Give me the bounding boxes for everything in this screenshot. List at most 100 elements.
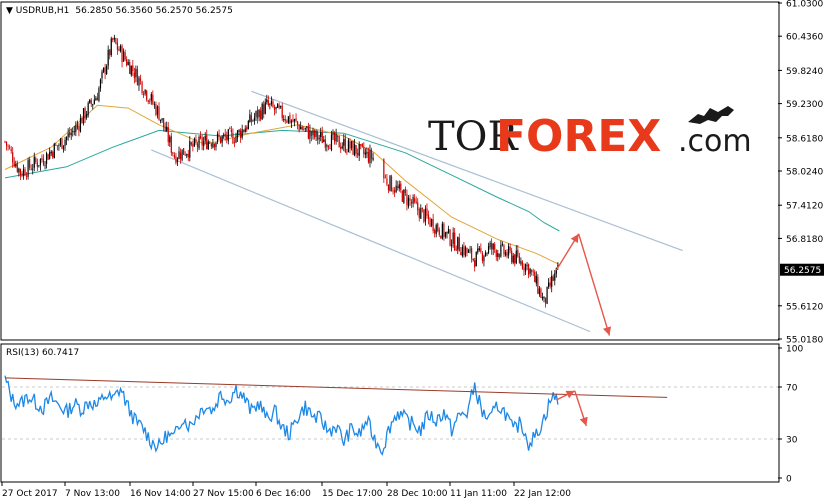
price-forecast-arrows: [555, 233, 612, 336]
price-axis-label: 57.4120: [786, 202, 823, 212]
candle-body: [338, 136, 340, 148]
candle-body: [33, 156, 35, 168]
candle-body: [141, 81, 143, 94]
candle-body: [13, 162, 15, 167]
candle-body: [173, 155, 175, 158]
candle-body: [150, 94, 152, 101]
candle-body: [370, 149, 373, 159]
candle-body: [538, 288, 540, 295]
candle-body: [507, 246, 510, 256]
candle-body: [78, 125, 80, 131]
candle-body: [389, 175, 391, 191]
candle-body: [196, 143, 199, 147]
candle-body: [520, 260, 522, 264]
candle-body: [329, 147, 331, 149]
candle-body: [404, 189, 406, 194]
candle-body: [24, 169, 26, 176]
candle-body: [511, 250, 513, 263]
candle-body: [175, 156, 177, 164]
candle-body: [163, 118, 165, 128]
candle-body: [79, 118, 82, 132]
candle-body: [300, 126, 302, 130]
candle-body: [361, 143, 363, 147]
candle-body: [432, 218, 434, 232]
forecast-arrow: [555, 233, 580, 271]
candle-body: [61, 138, 63, 149]
candle-body: [42, 159, 45, 165]
candle-body: [45, 152, 48, 164]
candle-body: [317, 131, 319, 140]
candle-body: [127, 61, 129, 65]
candle-body: [548, 282, 550, 287]
candle-body: [304, 128, 306, 129]
candle-body: [35, 158, 37, 163]
time-axis-label: 15 Dec 17:00: [322, 489, 383, 499]
candle-body: [469, 249, 471, 251]
candle-body: [552, 276, 554, 281]
candle-body: [213, 143, 216, 148]
candle-body: [517, 249, 519, 257]
rsi-panel: RSI(13) 60.7417: [0, 343, 780, 483]
candle-body: [252, 120, 254, 122]
candle-body: [270, 100, 273, 104]
candle-body: [495, 250, 497, 257]
candle-body: [230, 129, 232, 133]
candle-body: [104, 67, 106, 74]
candle-body: [30, 168, 32, 170]
candle-body: [313, 130, 316, 138]
candle-body: [327, 145, 329, 148]
candle-body: [250, 115, 252, 123]
candle-body: [247, 121, 249, 129]
channel-lower-line: [151, 149, 591, 333]
candle-body: [269, 103, 271, 105]
candle-body: [64, 139, 66, 146]
candle-body: [218, 134, 220, 137]
candle-body: [236, 130, 239, 138]
candle-body: [98, 88, 100, 101]
candle-body: [434, 230, 436, 234]
candle-body: [369, 149, 371, 164]
candle-body: [144, 89, 146, 94]
candle-body: [124, 52, 126, 60]
candle-body: [492, 243, 494, 250]
candle-body: [116, 42, 119, 50]
candle-body: [467, 250, 470, 253]
candle-body: [286, 121, 288, 123]
candle-body: [209, 142, 211, 144]
candle-body: [323, 139, 325, 142]
candle-body: [90, 100, 92, 105]
candle-body: [135, 68, 137, 78]
candle-body: [201, 137, 203, 146]
candle-body: [216, 133, 219, 142]
candle-body: [540, 288, 542, 298]
candle-body: [320, 132, 322, 137]
candle-body: [183, 148, 185, 155]
bull-bear-icon: [688, 106, 734, 124]
candle-body: [528, 264, 530, 275]
candle-body: [67, 133, 69, 137]
candle-body: [544, 297, 547, 304]
candle-body: [523, 267, 525, 271]
candle-body: [81, 117, 83, 124]
candle-body: [363, 147, 365, 154]
candle-body: [332, 133, 334, 135]
candle-body: [38, 165, 40, 166]
candle-body: [524, 264, 527, 272]
candle-body: [481, 253, 483, 261]
candle-body: [32, 168, 34, 170]
candle-body: [266, 99, 268, 103]
candle-body: [461, 247, 463, 257]
candle-body: [70, 133, 72, 135]
candle-body: [241, 128, 243, 138]
candle-body: [22, 168, 25, 177]
rsi-axis-label: 30: [786, 436, 798, 446]
candle-body: [426, 208, 428, 216]
candle-body: [21, 173, 23, 176]
candle-body: [394, 190, 396, 193]
candle-body: [295, 118, 297, 121]
candle-body: [414, 198, 416, 202]
candle-body: [386, 178, 388, 185]
candle-body: [4, 141, 6, 143]
candle-body: [352, 141, 354, 155]
